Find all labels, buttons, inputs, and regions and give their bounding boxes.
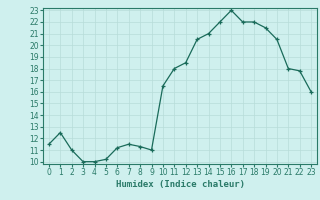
- X-axis label: Humidex (Indice chaleur): Humidex (Indice chaleur): [116, 180, 244, 189]
